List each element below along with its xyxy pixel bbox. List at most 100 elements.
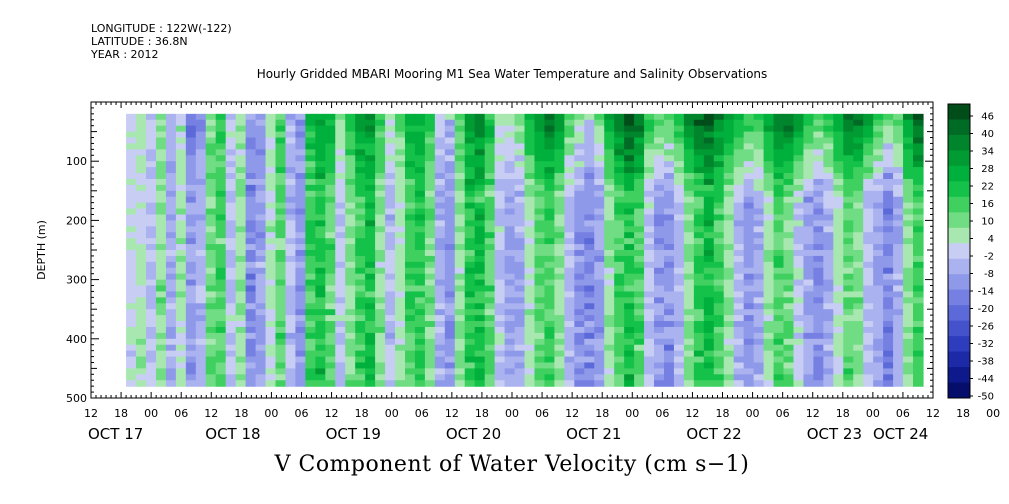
- heatmap-cell: [195, 326, 207, 334]
- heatmap-cell: [315, 338, 326, 346]
- heatmap-cell: [803, 119, 814, 127]
- heatmap-cell: [175, 309, 187, 316]
- heatmap-cell: [345, 279, 356, 287]
- heatmap-cell: [823, 167, 834, 174]
- heatmap-cell: [315, 143, 326, 150]
- heatmap-cell: [185, 113, 197, 121]
- heatmap-cell: [594, 356, 605, 364]
- heatmap-cell: [644, 190, 655, 198]
- heatmap-cell: [793, 332, 805, 340]
- heatmap-cell: [534, 332, 546, 340]
- heatmap-cell: [385, 250, 396, 257]
- heatmap-cell: [683, 344, 695, 352]
- heatmap-cell: [345, 113, 356, 121]
- heatmap-cell: [285, 184, 297, 192]
- x-tick-label: 06: [174, 407, 188, 420]
- heatmap-cell: [395, 332, 406, 340]
- heatmap-cell: [554, 161, 565, 168]
- heatmap-cell: [205, 244, 217, 251]
- heatmap-cell: [315, 362, 326, 369]
- heatmap-cell: [723, 149, 735, 156]
- heatmap-cell: [375, 285, 386, 293]
- heatmap-cell: [683, 131, 695, 139]
- heatmap-cell: [345, 326, 356, 334]
- heatmap-cell: [504, 214, 516, 221]
- heatmap-cell: [146, 226, 157, 233]
- heatmap-cell: [634, 184, 645, 192]
- heatmap-cell: [225, 244, 237, 251]
- heatmap-cell: [893, 297, 904, 304]
- heatmap-cell: [146, 267, 157, 275]
- heatmap-cell: [474, 226, 486, 233]
- heatmap-cell: [783, 220, 795, 227]
- heatmap-cell: [614, 338, 625, 346]
- heatmap-cell: [275, 232, 287, 239]
- heatmap-cell: [146, 279, 157, 287]
- heatmap-cell: [614, 326, 625, 334]
- heatmap-cell: [564, 332, 575, 340]
- heatmap-cell: [414, 184, 426, 192]
- heatmap-cell: [673, 125, 685, 133]
- heatmap-cell: [335, 131, 346, 139]
- heatmap-cell: [843, 226, 854, 233]
- heatmap-cell: [614, 155, 625, 162]
- heatmap-cell: [713, 173, 725, 180]
- heatmap-cell: [225, 196, 237, 204]
- heatmap-cell: [215, 303, 227, 310]
- heatmap-cell: [335, 208, 346, 216]
- heatmap-cell: [833, 350, 844, 358]
- heatmap-cell: [245, 226, 257, 233]
- heatmap-cell: [683, 125, 695, 133]
- heatmap-cell: [136, 167, 147, 174]
- heatmap-cell: [424, 173, 436, 180]
- heatmap-cell: [883, 297, 894, 304]
- heatmap-cell: [474, 291, 486, 298]
- heatmap-cell: [733, 279, 745, 287]
- heatmap-cell: [903, 143, 914, 150]
- heatmap-cell: [225, 208, 237, 216]
- heatmap-cell: [414, 332, 426, 340]
- heatmap-cell: [823, 380, 834, 387]
- heatmap-cell: [803, 321, 814, 328]
- heatmap-cell: [175, 149, 187, 156]
- heatmap-cell: [903, 184, 914, 192]
- heatmap-cell: [893, 238, 904, 245]
- heatmap-cell: [484, 255, 496, 263]
- heatmap-cell: [853, 226, 864, 233]
- heatmap-cell: [663, 220, 675, 227]
- heatmap-cell: [305, 332, 316, 340]
- heatmap-cell: [594, 161, 605, 168]
- heatmap-cell: [654, 344, 665, 352]
- heatmap-cell: [833, 232, 844, 239]
- heatmap-cell: [524, 380, 536, 387]
- heatmap-cell: [395, 255, 406, 263]
- heatmap-cell: [365, 167, 376, 174]
- heatmap-cell: [175, 184, 187, 192]
- heatmap-cell: [783, 202, 795, 210]
- heatmap-cell: [454, 362, 466, 369]
- heatmap-cell: [434, 279, 446, 287]
- heatmap-cell: [733, 356, 745, 364]
- heatmap-cell: [763, 368, 775, 375]
- heatmap-cell: [604, 220, 615, 227]
- heatmap-cell: [853, 297, 864, 304]
- heatmap-cell: [514, 173, 526, 180]
- heatmap-cell: [634, 125, 645, 133]
- heatmap-cell: [823, 326, 834, 334]
- heatmap-cell: [693, 255, 705, 263]
- heatmap-cell: [444, 362, 456, 369]
- heatmap-cell: [853, 178, 864, 186]
- heatmap-cell: [773, 226, 785, 233]
- heatmap-cell: [634, 119, 645, 127]
- heatmap-cell: [444, 113, 456, 121]
- heatmap-cell: [255, 196, 267, 204]
- heatmap-cell: [434, 214, 446, 221]
- heatmap-cell: [813, 350, 824, 358]
- heatmap-cell: [733, 338, 745, 346]
- heatmap-cell: [813, 303, 824, 310]
- heatmap-cell: [534, 167, 546, 174]
- heatmap-cell: [594, 155, 605, 162]
- heatmap-cell: [673, 202, 685, 210]
- heatmap-cell: [843, 173, 854, 180]
- heatmap-cell: [185, 131, 197, 139]
